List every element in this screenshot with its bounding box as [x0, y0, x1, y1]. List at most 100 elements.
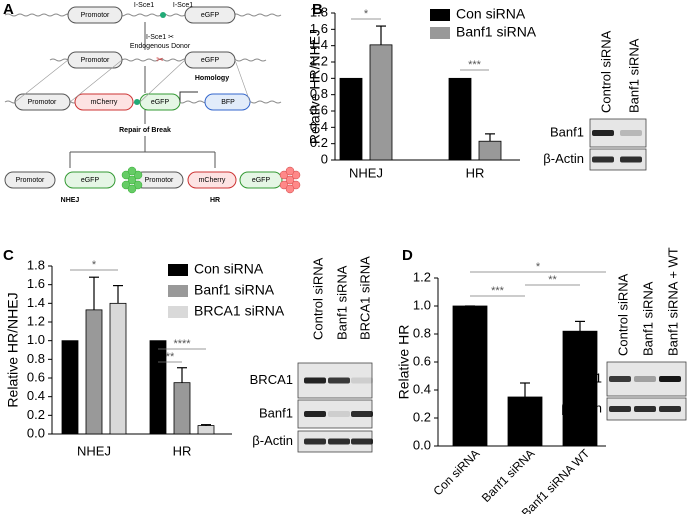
cell [291, 170, 301, 180]
diagram-label: eGFP [151, 99, 170, 106]
blot-band [304, 411, 326, 417]
blot-band [609, 376, 631, 382]
homology-line [234, 59, 251, 103]
panel-label: C [3, 247, 14, 264]
bar [85, 309, 103, 435]
diagram-label: Promotor [145, 177, 174, 184]
y-axis-label: Relative HR [396, 325, 412, 400]
lane-label: Control siRNA [598, 30, 613, 113]
gene-box [67, 6, 123, 24]
panel-label: B [312, 1, 323, 18]
diagram-label: Promotor [81, 12, 110, 19]
y-tick-label: 0.8 [310, 86, 328, 101]
cell [127, 184, 137, 194]
homology-line [139, 59, 186, 103]
legend-swatch [168, 306, 188, 318]
diagram-label: eGFP [201, 57, 220, 64]
blot-band [592, 156, 614, 163]
bar [173, 382, 191, 435]
lane-label: BRCA1 siRNA [357, 256, 372, 340]
x-tick-label: Banf1 siRNA [479, 446, 537, 504]
x-tick-label: HR [466, 165, 485, 180]
bar [507, 396, 543, 447]
significance-label: **** [173, 338, 191, 350]
homology-line [69, 59, 123, 103]
y-tick-label: 1.0 [413, 297, 431, 312]
y-tick-label: 0.8 [27, 351, 45, 366]
blot-row-label: β-Actin [252, 433, 293, 448]
gene-box [64, 171, 116, 189]
blot-band [351, 377, 373, 384]
lane-label: Banf1 siRNA [640, 281, 655, 356]
blot-band [620, 130, 642, 136]
y-tick-label: 1.4 [310, 37, 328, 52]
blot-panel [589, 148, 647, 171]
legend-label: Banf1 siRNA [194, 282, 275, 298]
diagram-label: NHEJ [61, 197, 80, 204]
legend-swatch [430, 27, 450, 39]
gene-box [239, 171, 283, 189]
diagram-label: BFP [221, 99, 235, 106]
x-tick-label: NHEJ [77, 443, 111, 458]
cut-site [134, 99, 140, 105]
diagram-label: Homology [195, 75, 229, 82]
diagram-label: mCherry [91, 99, 118, 106]
lane-label: Banf1 siRNA [626, 38, 641, 113]
blot-row-label: BRCA1 [250, 372, 293, 387]
gene-box [74, 93, 134, 111]
cell [133, 170, 143, 180]
diagram-label: eGFP [201, 12, 220, 19]
diagram-label: I-Sce1 ✂ [146, 34, 174, 41]
arrow [179, 91, 198, 102]
bar [197, 425, 215, 435]
y-tick-label: 1.8 [27, 257, 45, 272]
blot-band [659, 406, 681, 412]
scissor: ✂ [156, 54, 164, 64]
cell [285, 166, 295, 176]
y-tick-label: 0.0 [27, 425, 45, 440]
blot-band [328, 411, 350, 417]
y-tick-label: 0.0 [413, 437, 431, 452]
legend-label: Con siRNA [456, 6, 526, 22]
blot-row-label: β-Actin [543, 151, 584, 166]
y-tick-label: 1.4 [27, 295, 45, 310]
blot-band [351, 411, 373, 417]
cell [133, 180, 143, 190]
dna-strand [4, 13, 282, 17]
gene-box [4, 171, 56, 189]
blot-band [351, 438, 373, 445]
cut-site [160, 12, 166, 18]
diagram-label: eGFP [252, 177, 271, 184]
cell [291, 180, 301, 190]
diagram-label: Promotor [81, 57, 110, 64]
legend-swatch [168, 285, 188, 297]
y-axis-label: Relative HR/NHEJ [5, 292, 21, 407]
diagram-label: I-Sce1 [134, 2, 154, 9]
lane-label: Control siRNA [615, 273, 630, 356]
significance-label: ** [548, 274, 557, 286]
bar [61, 340, 79, 435]
significance-label: *** [491, 285, 505, 297]
y-tick-label: 1.0 [310, 70, 328, 85]
lane-label: Banf1 siRNA + WT [665, 247, 680, 356]
diagram-label: Endogenous Donor [130, 43, 191, 50]
blot-band [328, 377, 350, 384]
cell [121, 180, 131, 190]
y-tick-label: 0.2 [413, 409, 431, 424]
y-tick-label: 0 [321, 151, 328, 166]
panel-label: A [3, 1, 14, 18]
cell [127, 175, 137, 185]
bar [109, 302, 127, 435]
legend-swatch [168, 264, 188, 276]
bar [562, 330, 598, 447]
blot-row-label: β-Actin [561, 400, 602, 415]
y-tick-label: 1.6 [27, 276, 45, 291]
cell [121, 170, 131, 180]
y-tick-label: 0.8 [413, 325, 431, 340]
diagram-label: Promotor [28, 99, 57, 106]
significance-label: *** [468, 59, 482, 71]
y-tick-label: 0.6 [310, 102, 328, 117]
y-tick-label: 1.6 [310, 21, 328, 36]
legend-swatch [430, 9, 450, 21]
